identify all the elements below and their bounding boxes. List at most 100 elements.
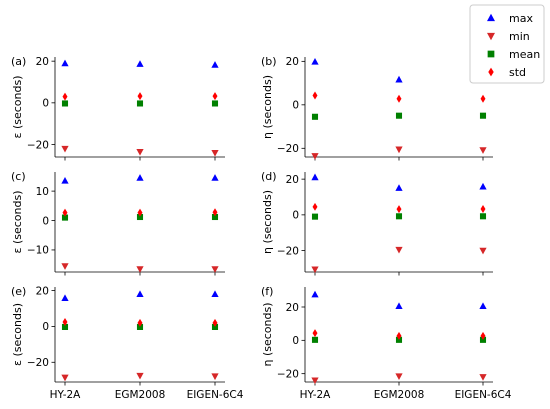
panel-label: (d) <box>261 170 277 183</box>
point-max <box>395 302 403 310</box>
y-axis-label: η (seconds) <box>261 190 274 254</box>
point-std <box>312 202 318 211</box>
panel-f: −20 0 20 HY-2A EGM2008 EIGEN-6C4 η (seconds) (f… <box>261 285 512 401</box>
y-tick-label: 20 <box>286 174 299 186</box>
point-mean <box>311 336 319 343</box>
legend-frame <box>469 4 545 84</box>
point-max <box>136 290 144 298</box>
point-std <box>137 208 143 217</box>
legend-entry-min: min <box>487 30 530 43</box>
y-tick-label: 0 <box>292 335 299 347</box>
panels: −20 0 20 ε (seconds) (a) −20 0 20 η (seconds) (b)… <box>11 55 512 401</box>
panel-b: −20 0 20 η (seconds) (b) <box>261 55 493 161</box>
point-std <box>480 94 486 103</box>
y-tick-label: 20 <box>36 56 49 68</box>
point-min <box>61 263 69 270</box>
point-min <box>479 147 487 154</box>
x-tick-label: HY-2A <box>50 389 82 401</box>
panel-label: (b) <box>261 55 277 68</box>
y-axis-label: η (seconds) <box>261 75 274 139</box>
panel-e: −20 0 20 HY-2A EGM2008 EIGEN-6C4 ε (seconds) (e… <box>11 285 244 401</box>
point-min <box>211 373 219 381</box>
point-mean <box>61 100 69 107</box>
point-mean <box>479 213 487 220</box>
point-max <box>136 174 144 181</box>
point-mean <box>211 100 219 107</box>
point-max <box>61 59 69 67</box>
point-min <box>395 146 403 154</box>
y-axis-label: ε (seconds) <box>11 303 24 366</box>
point-mean <box>211 323 219 331</box>
legend-label-min: min <box>509 30 530 43</box>
point-max <box>479 302 487 310</box>
x-tick-label: EIGEN-6C4 <box>455 389 512 401</box>
legend-marker-max <box>487 13 495 22</box>
point-mean <box>136 323 144 331</box>
point-min <box>136 266 144 273</box>
point-min <box>311 266 319 274</box>
legend-label-std: std <box>509 66 526 79</box>
y-tick-label: 20 <box>36 285 49 297</box>
point-std <box>480 204 486 213</box>
point-max <box>61 294 69 301</box>
x-tick-label: EGM2008 <box>115 389 166 401</box>
y-tick-label: −20 <box>27 139 49 151</box>
legend-label-max: max <box>509 12 533 25</box>
x-tick-label: EGM2008 <box>374 389 425 401</box>
point-std <box>212 208 218 217</box>
legend-label-mean: mean <box>509 48 540 61</box>
point-std <box>212 92 218 101</box>
point-std <box>62 208 68 217</box>
point-min <box>311 153 319 160</box>
y-tick-label: −20 <box>277 143 299 155</box>
legend: max min mean std <box>469 4 545 84</box>
point-std <box>312 91 318 100</box>
point-min <box>395 246 403 254</box>
point-std <box>137 92 143 101</box>
y-tick-label: 20 <box>286 302 299 314</box>
y-tick-label: −10 <box>27 245 49 257</box>
point-max <box>311 57 319 65</box>
point-max <box>136 60 144 67</box>
point-mean <box>311 113 319 120</box>
y-tick-label: 0 <box>292 210 299 222</box>
point-max <box>61 177 69 184</box>
legend-entry-std: std <box>488 66 526 79</box>
point-min <box>136 372 144 380</box>
point-mean <box>211 213 219 221</box>
point-min <box>61 374 69 382</box>
point-min <box>479 374 487 381</box>
legend-marker-min <box>487 32 495 41</box>
point-std <box>396 205 402 214</box>
point-mean <box>311 213 319 220</box>
point-std <box>212 318 218 327</box>
panel-a: −20 0 20 ε (seconds) (a) <box>11 55 225 161</box>
point-max <box>211 174 219 181</box>
point-min <box>479 247 487 255</box>
point-mean <box>136 100 144 107</box>
point-min <box>136 148 144 156</box>
point-mean <box>395 336 403 343</box>
point-max <box>211 61 219 68</box>
point-max <box>395 184 403 191</box>
point-mean <box>61 323 69 331</box>
y-tick-label: −20 <box>27 357 49 369</box>
y-tick-label: −20 <box>277 245 299 257</box>
point-mean <box>61 214 69 221</box>
point-min <box>395 373 403 380</box>
point-max <box>311 290 319 298</box>
point-std <box>396 94 402 103</box>
y-axis-label: η (seconds) <box>261 302 274 366</box>
point-std <box>396 331 402 340</box>
panel-d: −20 0 20 η (seconds) (d) <box>261 170 493 276</box>
point-mean <box>395 112 403 119</box>
panel-c: −10 0 10 ε (seconds) (c) <box>11 170 225 276</box>
x-tick-label: HY-2A <box>300 389 332 401</box>
legend-entry-mean: mean <box>487 48 540 61</box>
y-tick-label: 20 <box>286 56 299 68</box>
point-min <box>311 377 319 385</box>
point-max <box>395 75 403 83</box>
y-axis-label: ε (seconds) <box>11 191 24 254</box>
y-tick-label: 0 <box>292 100 299 112</box>
